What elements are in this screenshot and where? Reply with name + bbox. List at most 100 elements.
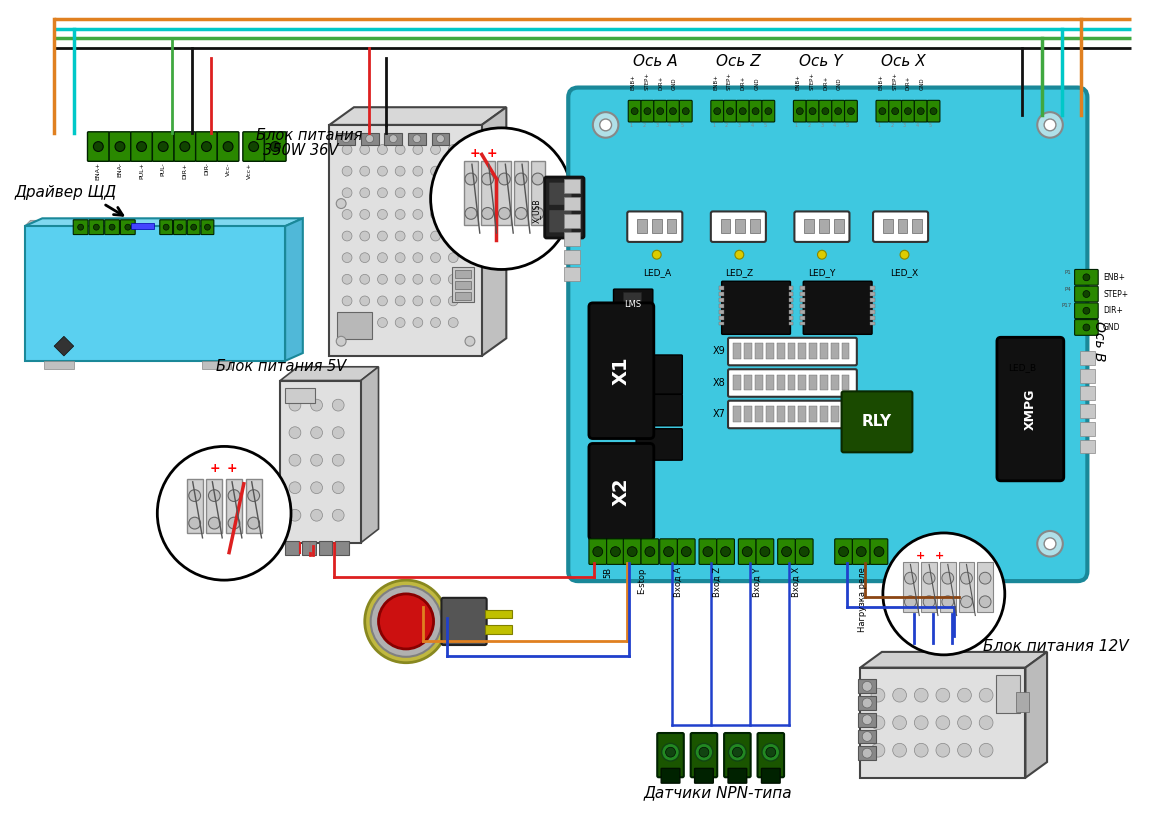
- Polygon shape: [55, 337, 74, 356]
- Bar: [285, 389, 314, 403]
- Bar: [564, 267, 580, 281]
- Polygon shape: [361, 367, 378, 543]
- Circle shape: [760, 547, 770, 557]
- Circle shape: [448, 318, 458, 328]
- Bar: [119, 226, 125, 361]
- Circle shape: [762, 743, 780, 761]
- Circle shape: [822, 108, 828, 115]
- Text: LED_X: LED_X: [891, 268, 919, 277]
- Circle shape: [342, 252, 351, 262]
- Text: STEP+: STEP+: [727, 72, 732, 90]
- Circle shape: [342, 210, 351, 219]
- Circle shape: [914, 743, 928, 757]
- Circle shape: [377, 318, 387, 328]
- Circle shape: [137, 142, 146, 152]
- Circle shape: [360, 252, 370, 262]
- Text: LMS: LMS: [624, 300, 641, 309]
- Circle shape: [1044, 538, 1056, 549]
- FancyBboxPatch shape: [699, 539, 717, 564]
- Text: DIR+: DIR+: [658, 75, 664, 90]
- FancyBboxPatch shape: [589, 539, 607, 564]
- Circle shape: [742, 547, 752, 557]
- Bar: [733, 343, 741, 359]
- FancyBboxPatch shape: [89, 219, 103, 234]
- FancyBboxPatch shape: [109, 132, 131, 162]
- Polygon shape: [1025, 652, 1047, 778]
- FancyBboxPatch shape: [73, 219, 88, 234]
- Circle shape: [960, 596, 972, 608]
- Circle shape: [396, 166, 405, 176]
- Circle shape: [448, 166, 458, 176]
- FancyBboxPatch shape: [914, 101, 927, 122]
- Circle shape: [360, 188, 370, 198]
- Bar: [861, 667, 1025, 778]
- Text: 1: 1: [795, 123, 798, 128]
- Circle shape: [94, 224, 100, 230]
- Circle shape: [766, 747, 776, 757]
- Polygon shape: [285, 219, 303, 361]
- Text: E-stop: E-stop: [638, 568, 646, 594]
- Bar: [735, 219, 745, 233]
- Circle shape: [360, 275, 370, 284]
- Polygon shape: [329, 107, 506, 125]
- FancyBboxPatch shape: [1074, 319, 1099, 335]
- Circle shape: [396, 318, 405, 328]
- Circle shape: [936, 716, 950, 729]
- FancyBboxPatch shape: [442, 598, 487, 645]
- Bar: [820, 343, 828, 359]
- Circle shape: [1037, 531, 1063, 557]
- Bar: [810, 406, 817, 422]
- Bar: [281, 380, 361, 543]
- Text: X_USB: X_USB: [532, 198, 542, 223]
- Bar: [870, 309, 875, 314]
- Text: Vcc+: Vcc+: [247, 163, 252, 179]
- Bar: [1080, 369, 1095, 383]
- Bar: [858, 713, 876, 727]
- Polygon shape: [24, 220, 36, 226]
- Circle shape: [365, 134, 374, 143]
- Text: LED_Z: LED_Z: [725, 268, 753, 277]
- Circle shape: [248, 517, 260, 529]
- Circle shape: [396, 275, 405, 284]
- Circle shape: [248, 490, 260, 502]
- Circle shape: [189, 490, 201, 502]
- Circle shape: [396, 231, 405, 241]
- Text: LED_A: LED_A: [643, 268, 670, 277]
- Circle shape: [270, 142, 281, 152]
- FancyBboxPatch shape: [832, 101, 844, 122]
- Bar: [1080, 422, 1095, 436]
- Circle shape: [979, 573, 991, 584]
- Circle shape: [1083, 274, 1090, 281]
- FancyBboxPatch shape: [749, 101, 762, 122]
- FancyBboxPatch shape: [654, 101, 667, 122]
- Text: X1: X1: [611, 356, 631, 385]
- Circle shape: [332, 455, 345, 466]
- Circle shape: [189, 517, 201, 529]
- Bar: [842, 343, 849, 359]
- Circle shape: [893, 716, 906, 729]
- Circle shape: [631, 108, 638, 115]
- Circle shape: [862, 748, 872, 758]
- Circle shape: [752, 108, 759, 115]
- Bar: [455, 292, 471, 300]
- Bar: [810, 375, 817, 390]
- Circle shape: [289, 427, 300, 439]
- Bar: [789, 316, 793, 319]
- Circle shape: [703, 547, 712, 557]
- Circle shape: [600, 119, 611, 131]
- Circle shape: [871, 743, 885, 757]
- Circle shape: [311, 509, 322, 521]
- Circle shape: [900, 250, 909, 259]
- Circle shape: [248, 142, 259, 152]
- Circle shape: [360, 231, 370, 241]
- Circle shape: [448, 188, 458, 198]
- Bar: [766, 406, 774, 422]
- Circle shape: [936, 688, 950, 702]
- Circle shape: [430, 210, 441, 219]
- Circle shape: [180, 142, 190, 152]
- Bar: [480, 162, 494, 225]
- Bar: [798, 406, 806, 422]
- FancyBboxPatch shape: [996, 337, 1064, 481]
- Text: DIR+: DIR+: [906, 75, 911, 90]
- FancyBboxPatch shape: [201, 219, 213, 234]
